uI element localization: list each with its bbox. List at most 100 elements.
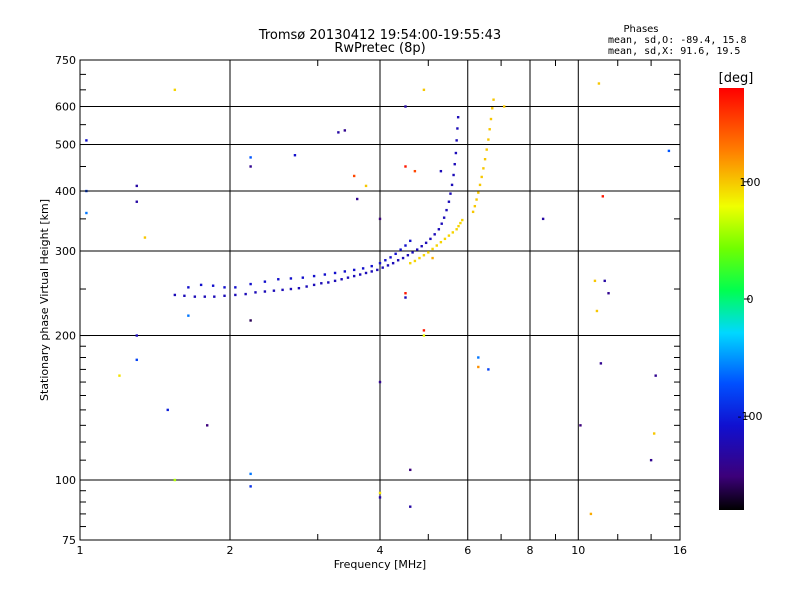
data-point: [440, 222, 443, 225]
plot-frame: [79, 59, 681, 541]
data-point: [187, 314, 190, 317]
data-point: [203, 295, 206, 298]
y-axis-label: Stationary phase Virtual Height [km]: [38, 199, 51, 401]
data-point: [487, 138, 490, 141]
data-point: [415, 248, 419, 251]
data-point: [223, 286, 226, 289]
data-point: [489, 117, 493, 121]
data-point: [327, 281, 330, 284]
data-point: [143, 236, 147, 239]
data-point: [422, 254, 426, 257]
data-point: [652, 432, 656, 435]
data-point: [589, 512, 593, 516]
data-point: [541, 217, 545, 221]
data-point: [433, 233, 436, 236]
data-point: [263, 290, 267, 293]
data-point: [378, 261, 382, 265]
data-point: [461, 218, 464, 222]
data-point: [429, 237, 432, 241]
data-point: [445, 208, 448, 212]
data-point: [409, 505, 412, 508]
data-point: [599, 362, 603, 365]
data-point: [249, 319, 252, 322]
x-axis-label: Frequency [MHz]: [334, 558, 426, 571]
data-point: [477, 191, 480, 194]
data-point: [473, 204, 477, 208]
data-point: [439, 240, 443, 244]
data-point: [333, 279, 337, 283]
data-point: [431, 247, 434, 251]
y-tick-label: 750: [55, 54, 76, 67]
data-point: [406, 254, 410, 257]
data-point: [454, 151, 458, 155]
data-point: [453, 162, 456, 166]
data-point: [249, 472, 252, 476]
data-point: [451, 231, 455, 234]
data-point: [199, 283, 203, 287]
colorbar: [719, 88, 744, 510]
data-point: [413, 259, 417, 263]
data-point: [281, 288, 284, 292]
data-point: [263, 280, 267, 283]
data-point: [431, 256, 434, 260]
colorbar-tick-label: 0: [747, 293, 754, 306]
data-point: [459, 221, 462, 225]
y-tick-label: 500: [55, 139, 76, 152]
data-point: [346, 276, 350, 279]
y-tick-label: 100: [55, 474, 76, 487]
data-point: [187, 286, 190, 289]
data-point: [409, 239, 412, 243]
data-point: [305, 285, 308, 288]
data-point: [480, 175, 483, 179]
data-point: [404, 165, 407, 168]
data-point: [135, 184, 138, 188]
data-point: [223, 294, 226, 297]
data-point: [487, 368, 490, 371]
x-tick-label: 16: [673, 544, 687, 557]
y-tick-label: 200: [55, 330, 76, 343]
data-point: [378, 491, 382, 495]
data-point: [409, 261, 412, 265]
data-point: [293, 154, 297, 157]
y-tick-label: 600: [55, 101, 76, 114]
data-point: [427, 251, 430, 254]
x-tick-label: 8: [527, 544, 534, 557]
data-point: [320, 282, 323, 285]
data-point: [135, 358, 138, 362]
y-tick-label: 400: [55, 185, 76, 198]
data-point: [399, 248, 402, 251]
data-point: [312, 283, 316, 287]
data-point: [343, 270, 347, 273]
data-point: [603, 279, 606, 283]
data-point: [166, 408, 169, 412]
data-point: [449, 192, 452, 195]
data-point: [424, 241, 428, 245]
data-point: [411, 251, 414, 254]
data-point: [376, 268, 379, 272]
data-point: [404, 296, 407, 299]
data-point: [272, 289, 276, 292]
stats-o-line: mean, sd,O: -89.4, 15.8: [608, 35, 746, 46]
data-point: [404, 244, 407, 247]
data-point: [455, 139, 458, 142]
data-point: [193, 295, 197, 298]
data-point: [135, 200, 138, 203]
data-point: [437, 228, 441, 231]
data-point: [85, 211, 88, 215]
data-point: [297, 286, 301, 290]
data-point: [439, 169, 443, 173]
data-point: [370, 264, 373, 268]
data-point: [447, 200, 451, 203]
data-point: [352, 174, 356, 178]
data-point: [249, 156, 252, 159]
data-point: [477, 356, 480, 359]
data-point: [173, 88, 177, 92]
x-tick-label: 1: [77, 544, 84, 557]
data-point: [404, 105, 407, 108]
data-point: [450, 183, 454, 187]
stats-x-line: mean, sd,X: 91.6, 19.5: [608, 46, 740, 57]
data-point: [352, 274, 356, 278]
data-point: [289, 287, 293, 291]
data-point: [391, 261, 395, 265]
data-point: [597, 82, 601, 85]
